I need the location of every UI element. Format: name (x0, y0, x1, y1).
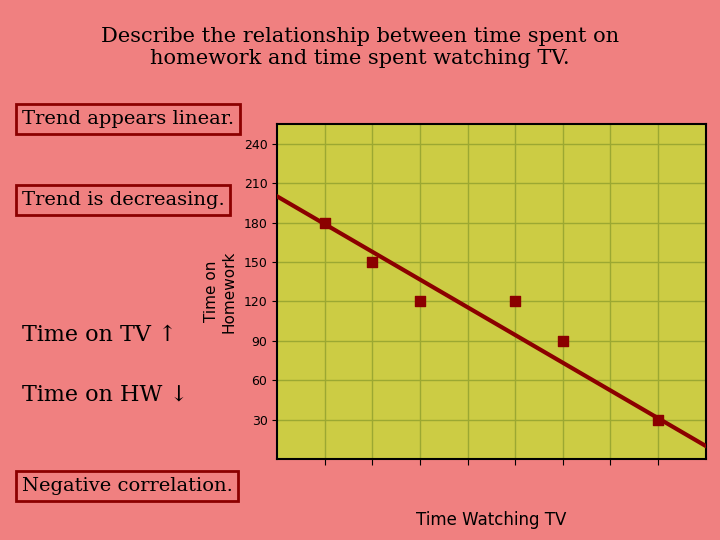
Text: Time on HW ↓: Time on HW ↓ (22, 383, 188, 405)
Text: Negative correlation.: Negative correlation. (22, 477, 233, 495)
Point (652, 415, 664, 424)
Point (319, 218, 330, 227)
X-axis label: Time Watching TV: Time Watching TV (416, 511, 567, 529)
Text: Trend appears linear.: Trend appears linear. (22, 110, 234, 128)
Text: Time on TV ↑: Time on TV ↑ (22, 324, 176, 346)
Y-axis label: Time on
Homework: Time on Homework (204, 251, 237, 333)
Point (414, 297, 426, 306)
Point (557, 336, 569, 345)
Text: Trend is decreasing.: Trend is decreasing. (22, 191, 225, 209)
Text: Describe the relationship between time spent on
homework and time spent watching: Describe the relationship between time s… (101, 27, 619, 68)
Point (366, 258, 378, 266)
Point (510, 297, 521, 306)
